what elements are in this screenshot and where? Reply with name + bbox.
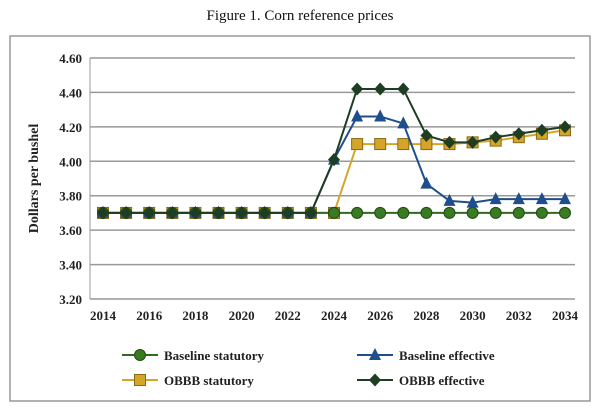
data-point (535, 206, 548, 219)
x-tick-label: 2014 (90, 308, 117, 323)
data-point (397, 138, 410, 151)
data-point (466, 195, 479, 208)
data-point (420, 206, 433, 219)
data-point (397, 82, 410, 96)
x-tick-label: 2020 (229, 308, 255, 323)
data-point (374, 206, 387, 219)
data-point (466, 206, 479, 219)
data-point (420, 176, 433, 189)
x-tick-label: 2034 (552, 308, 579, 323)
data-point (120, 206, 133, 220)
legend-label: Baseline effective (399, 348, 495, 363)
y-tick-label: 4.20 (59, 120, 82, 135)
y-tick-label: 3.40 (59, 258, 82, 273)
data-point (351, 138, 364, 151)
data-point (351, 206, 364, 219)
data-point (281, 206, 294, 220)
y-tick-label: 4.60 (59, 51, 82, 66)
data-point (351, 109, 364, 122)
data-point (97, 206, 109, 220)
y-tick-label: 4.00 (59, 154, 82, 169)
data-point (489, 130, 502, 144)
data-point (143, 206, 156, 220)
data-point (535, 123, 548, 137)
legend-marker (134, 374, 146, 386)
data-point (258, 206, 271, 220)
y-axis-label: Dollars per bushel (27, 124, 42, 234)
data-point (489, 192, 502, 205)
y-tick-label: 3.20 (59, 292, 82, 307)
data-point (235, 206, 248, 220)
data-point (166, 206, 179, 220)
data-point (374, 109, 387, 122)
data-point (374, 82, 387, 96)
x-tick-label: 2028 (413, 308, 440, 323)
data-point (512, 127, 525, 141)
data-point (189, 206, 202, 220)
x-tick-label: 2024 (321, 308, 348, 323)
chart-title: Figure 1. Corn reference prices (206, 8, 394, 24)
data-point (304, 206, 317, 220)
x-tick-label: 2032 (506, 308, 532, 323)
x-tick-label: 2018 (182, 308, 209, 323)
data-point (328, 206, 340, 219)
legend-label: OBBB statutory (164, 373, 254, 388)
data-point (443, 135, 456, 149)
legend-marker (134, 349, 146, 361)
legend-label: OBBB effective (399, 373, 485, 388)
data-point (559, 206, 571, 219)
y-tick-label: 3.60 (59, 223, 82, 238)
data-point (489, 206, 502, 219)
legend-marker (369, 373, 381, 387)
data-point (443, 193, 456, 206)
data-point (212, 206, 225, 220)
legend-marker (369, 348, 381, 360)
data-point (374, 138, 387, 151)
data-point (397, 116, 410, 129)
x-tick-label: 2030 (460, 308, 486, 323)
legend-label: Baseline statutory (164, 348, 265, 363)
data-point (512, 206, 525, 219)
data-point (420, 128, 433, 142)
x-tick-label: 2016 (136, 308, 163, 323)
y-tick-label: 3.80 (59, 189, 82, 204)
data-point (512, 192, 525, 205)
x-tick-label: 2022 (275, 308, 301, 323)
data-point (397, 206, 410, 219)
data-point (443, 206, 456, 219)
data-point (328, 153, 340, 167)
data-point (466, 135, 479, 149)
data-point (351, 82, 364, 96)
data-point (559, 192, 571, 205)
x-tick-label: 2026 (367, 308, 394, 323)
y-tick-label: 4.40 (59, 85, 82, 100)
data-point (535, 192, 548, 205)
chart-border (9, 35, 591, 402)
data-point (559, 120, 571, 134)
